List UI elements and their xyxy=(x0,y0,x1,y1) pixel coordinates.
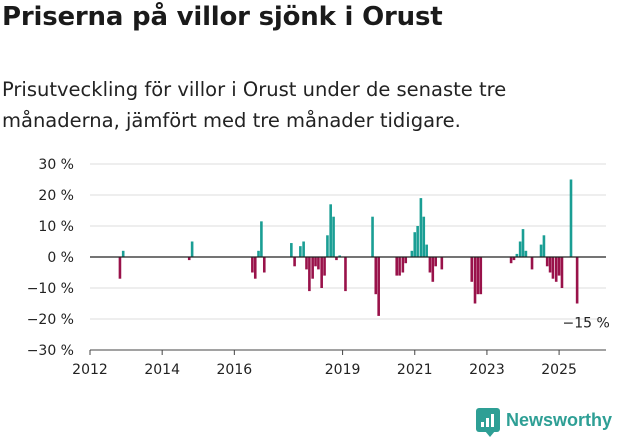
data-bar xyxy=(512,257,516,261)
chart-subtitle: Prisutveckling för villor i Orust under … xyxy=(2,78,507,132)
data-bar xyxy=(257,250,260,257)
data-bar xyxy=(260,221,263,257)
data-bar xyxy=(524,250,528,257)
data-bar xyxy=(338,255,342,257)
y-tick-label: 30 % xyxy=(38,157,74,173)
data-bar xyxy=(311,257,314,279)
data-bar xyxy=(545,257,549,267)
data-bar xyxy=(419,198,423,257)
y-tick-label: 0 % xyxy=(47,250,74,266)
y-tick-label: −10 % xyxy=(27,281,74,297)
data-bar xyxy=(410,250,414,257)
y-tick-label: −30 % xyxy=(27,343,74,359)
data-bar xyxy=(335,257,338,261)
data-bar xyxy=(299,246,302,257)
data-bar xyxy=(332,216,335,257)
data-bar xyxy=(440,257,444,270)
data-bar xyxy=(118,257,122,279)
data-bar xyxy=(515,253,519,257)
x-tick-label: 2016 xyxy=(217,362,253,378)
data-bar xyxy=(521,229,525,257)
data-bar xyxy=(416,226,419,257)
data-bar xyxy=(509,257,513,264)
data-bar xyxy=(190,241,194,257)
x-tick-label: 2023 xyxy=(469,362,505,378)
data-bar xyxy=(308,257,311,292)
data-bar xyxy=(431,257,435,282)
data-bar xyxy=(551,257,555,279)
data-bar xyxy=(539,244,543,257)
data-bar xyxy=(121,250,125,257)
data-bar xyxy=(401,257,405,273)
bar-chart: 30 % 20 % 10 % 0 % −10 % −20 % −30 % 2012 2014 20… xyxy=(27,157,610,378)
data-bar xyxy=(530,257,534,270)
data-bar xyxy=(395,257,399,276)
data-bar xyxy=(569,179,573,257)
data-bar xyxy=(305,257,308,270)
x-tick-label: 2021 xyxy=(397,362,433,378)
data-bar xyxy=(314,257,317,267)
data-bar xyxy=(542,235,546,257)
y-tick-label: 10 % xyxy=(38,219,74,235)
last-value-annotation: −15 % xyxy=(562,316,609,332)
data-bar xyxy=(293,257,296,267)
x-tick-label: 2012 xyxy=(72,362,108,378)
data-bar xyxy=(404,257,408,264)
brand-name: Newsworthy xyxy=(506,409,613,430)
data-bar xyxy=(317,257,320,270)
y-tick-label: −20 % xyxy=(27,312,74,328)
x-tick-label: 2014 xyxy=(144,362,180,378)
data-bar xyxy=(344,257,347,292)
chart-title: Priserna på villor sjönk i Orust xyxy=(2,2,443,32)
data-bar xyxy=(479,257,483,295)
data-bar xyxy=(470,257,474,282)
data-bar xyxy=(302,241,305,257)
data-bar xyxy=(323,257,326,276)
data-bar xyxy=(548,257,552,273)
data-bar xyxy=(253,257,257,279)
data-bar xyxy=(476,257,480,295)
data-bar xyxy=(560,257,564,288)
x-tick-label: 2019 xyxy=(325,362,361,378)
newsworthy-icon xyxy=(476,408,500,437)
x-tick-label: 2025 xyxy=(541,362,577,378)
data-bar xyxy=(425,244,428,257)
y-tick-label: 20 % xyxy=(38,188,74,204)
data-bar xyxy=(434,257,437,267)
data-bar xyxy=(428,257,432,273)
data-bar xyxy=(320,257,323,288)
data-bar xyxy=(398,257,401,276)
data-bar xyxy=(557,257,561,276)
data-bar xyxy=(262,257,266,273)
data-bar xyxy=(377,257,380,316)
data-bar xyxy=(554,257,558,282)
data-bar xyxy=(473,257,477,304)
data-bar xyxy=(290,243,293,257)
data-bar xyxy=(413,232,417,257)
newsworthy-logo: Newsworthy xyxy=(476,408,613,437)
data-bar xyxy=(326,235,329,257)
data-bar xyxy=(422,216,426,257)
data-bar xyxy=(374,257,378,295)
data-bar xyxy=(575,257,579,304)
data-bar xyxy=(518,241,522,257)
data-bar xyxy=(251,257,254,273)
data-bar xyxy=(187,257,191,261)
data-bar xyxy=(371,216,374,257)
data-bar xyxy=(329,204,332,257)
